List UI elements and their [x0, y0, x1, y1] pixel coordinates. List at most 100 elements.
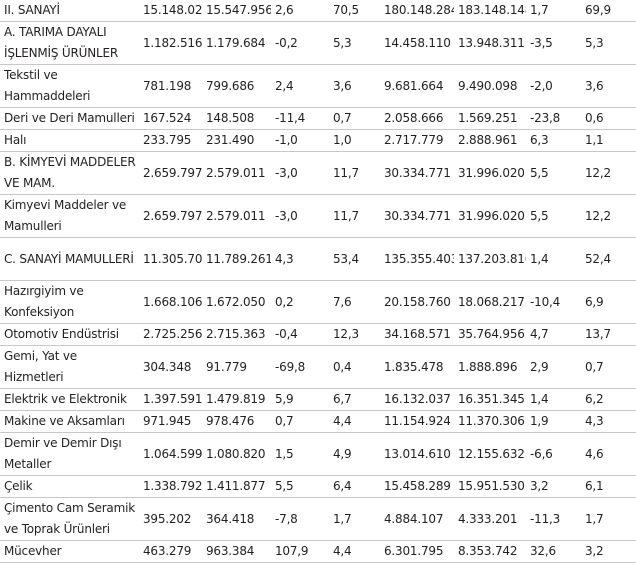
value-cell: 799.686 — [202, 64, 271, 108]
value-cell: 304.348 — [139, 345, 202, 389]
sector-name: Kimyevi Maddeler ve Mamulleri — [0, 194, 139, 238]
value-cell: -6,6 — [526, 432, 581, 476]
value-cell: -23,8 — [526, 107, 581, 130]
sector-name: Makine ve Aksamları — [0, 410, 139, 433]
table-row: Çelik 1.338.792 1.411.877 5,5 6,4 15.458… — [0, 475, 636, 498]
value-cell: 30.334.771 — [380, 151, 454, 195]
value-cell: 1.668.106 — [139, 280, 202, 324]
value-cell: 7,6 — [329, 280, 380, 324]
value-cell: 1.338.792 — [139, 475, 202, 498]
value-cell: 2,6 — [271, 0, 329, 22]
value-cell: 6,3 — [526, 129, 581, 152]
sector-name: Elektrik ve Elektronik — [0, 388, 139, 411]
sector-name: C. SANAYİ MAMULLERİ — [0, 237, 139, 281]
value-cell: 0,2 — [271, 280, 329, 324]
value-cell: 364.418 — [202, 497, 271, 541]
value-cell: -69,8 — [271, 345, 329, 389]
value-cell: 12,3 — [329, 323, 380, 346]
value-cell: 11.370.306 — [454, 410, 526, 433]
value-cell: 9.490.098 — [454, 64, 526, 108]
table-row: A. TARIMA DAYALI İŞLENMİŞ ÜRÜNLER 1.182.… — [0, 21, 636, 65]
value-cell: 4.333.201 — [454, 497, 526, 541]
sector-name: Hazırgiyim ve Konfeksiyon — [0, 280, 139, 324]
value-cell: 5,3 — [581, 21, 636, 65]
value-cell: 15.547.956 — [202, 0, 271, 22]
value-cell: 1.835.478 — [380, 345, 454, 389]
value-cell: 978.476 — [202, 410, 271, 433]
value-cell: 4,3 — [271, 237, 329, 281]
value-cell: -11,4 — [271, 107, 329, 130]
sector-name: Deri ve Deri Mamulleri — [0, 107, 139, 130]
value-cell: 52,4 — [581, 237, 636, 281]
value-cell: 2.715.363 — [202, 323, 271, 346]
value-cell: 5,5 — [526, 151, 581, 195]
value-cell: 167.524 — [139, 107, 202, 130]
value-cell: 91.779 — [202, 345, 271, 389]
value-cell: 1,4 — [526, 388, 581, 411]
value-cell: 781.198 — [139, 64, 202, 108]
value-cell: 11,7 — [329, 194, 380, 238]
value-cell: 395.202 — [139, 497, 202, 541]
value-cell: 11.789.261 — [202, 237, 271, 281]
value-cell: 14.458.110 — [380, 21, 454, 65]
value-cell: 0,7 — [581, 345, 636, 389]
value-cell: 18.068.217 — [454, 280, 526, 324]
value-cell: 6,1 — [581, 475, 636, 498]
value-cell: 16.132.037 — [380, 388, 454, 411]
table-row: Hazırgiyim ve Konfeksiyon 1.668.106 1.67… — [0, 280, 636, 324]
sector-name: Halı — [0, 129, 139, 152]
value-cell: 0,7 — [271, 410, 329, 433]
value-cell: 32,6 — [526, 540, 581, 563]
value-cell: 2.717.779 — [380, 129, 454, 152]
value-cell: 1.569.251 — [454, 107, 526, 130]
value-cell: 11,7 — [329, 151, 380, 195]
value-cell: 12,2 — [581, 151, 636, 195]
value-cell: -10,4 — [526, 280, 581, 324]
value-cell: -7,8 — [271, 497, 329, 541]
value-cell: 11.305.709 — [139, 237, 202, 281]
value-cell: 5,5 — [526, 194, 581, 238]
sector-name: Çimento Cam Seramik ve Toprak Ürünleri — [0, 497, 139, 541]
sector-name: Tekstil ve Hammaddeleri — [0, 64, 139, 108]
value-cell: 107,9 — [271, 540, 329, 563]
value-cell: 4,6 — [581, 432, 636, 476]
value-cell: 53,4 — [329, 237, 380, 281]
table-row: Makine ve Aksamları 971.945 978.476 0,7 … — [0, 410, 636, 433]
value-cell: 30.334.771 — [380, 194, 454, 238]
value-cell: 1.179.684 — [202, 21, 271, 65]
sector-name: Çelik — [0, 475, 139, 498]
sector-name: Otomotiv Endüstrisi — [0, 323, 139, 346]
value-cell: -1,0 — [271, 129, 329, 152]
value-cell: 1.064.599 — [139, 432, 202, 476]
value-cell: -3,0 — [271, 151, 329, 195]
value-cell: 11.154.924 — [380, 410, 454, 433]
value-cell: 12.155.632 — [454, 432, 526, 476]
value-cell: -3,5 — [526, 21, 581, 65]
value-cell: 1,4 — [526, 237, 581, 281]
table-row: Gemi, Yat ve Hizmetleri 304.348 91.779 -… — [0, 345, 636, 389]
value-cell: 6,9 — [581, 280, 636, 324]
value-cell: 31.996.020 — [454, 151, 526, 195]
value-cell: -2,0 — [526, 64, 581, 108]
value-cell: 70,5 — [329, 0, 380, 22]
table-row: B. KİMYEVİ MADDELER VE MAM. 2.659.797 2.… — [0, 151, 636, 195]
value-cell: 6,4 — [329, 475, 380, 498]
value-cell: 2.579.011 — [202, 194, 271, 238]
value-cell: 135.355.403 — [380, 237, 454, 281]
value-cell: 12,2 — [581, 194, 636, 238]
table-row: Demir ve Demir Dışı Metaller 1.064.599 1… — [0, 432, 636, 476]
value-cell: 0,7 — [329, 107, 380, 130]
value-cell: 148.508 — [202, 107, 271, 130]
value-cell: 971.945 — [139, 410, 202, 433]
value-cell: 2.659.797 — [139, 151, 202, 195]
value-cell: -0,2 — [271, 21, 329, 65]
table-row: Otomotiv Endüstrisi 2.725.256 2.715.363 … — [0, 323, 636, 346]
value-cell: 0,4 — [329, 345, 380, 389]
value-cell: 2.725.256 — [139, 323, 202, 346]
value-cell: 137.203.816 — [454, 237, 526, 281]
sector-name: A. TARIMA DAYALI İŞLENMİŞ ÜRÜNLER — [0, 21, 139, 65]
value-cell: 1,0 — [329, 129, 380, 152]
table-row: Mücevher 463.279 963.384 107,9 4,4 6.301… — [0, 540, 636, 563]
